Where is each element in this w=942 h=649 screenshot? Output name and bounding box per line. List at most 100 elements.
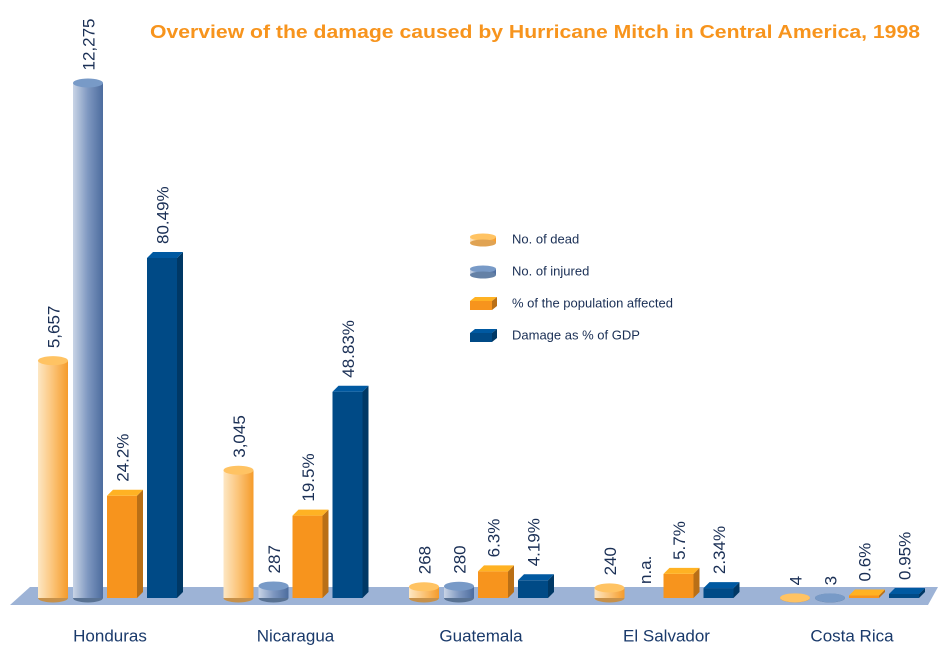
bar-part [594, 587, 625, 598]
data-label: 0.6% [855, 543, 874, 582]
legend-label: Damage as % of GDP [512, 327, 640, 342]
bar-part [508, 565, 514, 598]
bar-part [362, 385, 369, 598]
legend-swatch [470, 265, 496, 273]
data-label: 287 [265, 545, 284, 573]
bar-part [889, 587, 925, 594]
data-label: 19.5% [299, 453, 318, 501]
bar [815, 593, 845, 603]
data-label: 240 [601, 547, 620, 575]
bar-part [292, 509, 329, 516]
x-tick-label: Honduras [73, 626, 147, 645]
bar-part [409, 586, 439, 598]
legend-swatch [470, 233, 496, 241]
bar-part [444, 581, 474, 591]
bar-part [38, 360, 68, 598]
data-label: 48.83% [339, 320, 358, 378]
legend-label: No. of dead [512, 231, 579, 246]
bar-part [177, 252, 183, 598]
data-label: 6.3% [484, 519, 503, 558]
data-label: 5,657 [44, 306, 63, 349]
data-label: 4.19% [524, 518, 543, 566]
bar-part [73, 83, 103, 598]
bar [594, 583, 625, 603]
data-label: 3 [821, 576, 840, 585]
bar [223, 465, 254, 603]
bar-part [73, 78, 103, 88]
bar-part [518, 580, 548, 598]
bar-part [780, 593, 810, 603]
bar [147, 252, 183, 598]
bar [332, 385, 369, 598]
data-label: 0.95% [895, 532, 914, 580]
bar [38, 356, 68, 603]
bar-part [38, 356, 68, 366]
data-label: 80.49% [153, 186, 172, 244]
bar-part [663, 573, 694, 598]
bar-part [444, 586, 474, 598]
bar-part [889, 593, 919, 598]
bar-part [292, 515, 323, 598]
legend-label: % of the population affected [512, 295, 673, 310]
bar-part [478, 571, 508, 598]
x-tick-label: Costa Rica [810, 626, 894, 645]
bar-part [703, 588, 734, 598]
bar-part [879, 589, 885, 598]
bar-part [258, 581, 289, 591]
data-label: n.a. [636, 556, 655, 584]
legend-swatch [470, 239, 496, 247]
data-label: 2.34% [710, 526, 729, 574]
legend-swatch [470, 271, 496, 279]
bar [703, 582, 740, 598]
bar-part [409, 582, 439, 592]
bar-part [919, 587, 925, 598]
data-label: 24.2% [113, 434, 132, 482]
data-label: 268 [415, 546, 434, 574]
bar [780, 593, 810, 603]
bar-part [733, 582, 740, 598]
bar [849, 589, 885, 598]
bar [518, 574, 554, 598]
data-label: 3,045 [230, 415, 249, 458]
chart-title: Overview of the damage caused by Hurrica… [150, 22, 920, 42]
bar-part [107, 495, 137, 598]
legend-swatch [492, 329, 497, 342]
bar [663, 567, 700, 598]
data-label: 5.7% [670, 521, 689, 560]
bar [409, 582, 439, 603]
bar [444, 581, 474, 603]
data-label: 4 [786, 576, 805, 585]
legend-swatch [492, 297, 497, 310]
legend-swatch [470, 329, 497, 333]
bar-part [849, 589, 885, 596]
bar-part [693, 567, 700, 598]
bar [107, 489, 143, 598]
legend-label: No. of injured [512, 263, 589, 278]
bar [292, 509, 329, 598]
bar-part [137, 489, 143, 598]
bar-part [322, 509, 329, 598]
bar-part [223, 465, 254, 475]
bar-part [594, 583, 625, 593]
bar-part [815, 593, 845, 603]
bar-part [147, 258, 177, 598]
bar [73, 78, 103, 603]
bar-part [332, 391, 363, 598]
bar-part [849, 595, 879, 598]
legend-swatch [470, 333, 492, 342]
bar-part [548, 574, 554, 598]
x-tick-label: El Salvador [623, 626, 710, 645]
bar-part [703, 582, 740, 589]
x-tick-label: Nicaragua [257, 626, 335, 645]
bar-part [332, 385, 369, 392]
bar [258, 581, 289, 603]
bar-part [478, 565, 514, 572]
x-tick-label: Guatemala [439, 626, 523, 645]
legend-swatch [470, 301, 492, 310]
bar-part [107, 489, 143, 496]
bar [889, 587, 925, 598]
bar-part [518, 574, 554, 581]
bar [478, 565, 514, 598]
bar-part [147, 252, 183, 258]
